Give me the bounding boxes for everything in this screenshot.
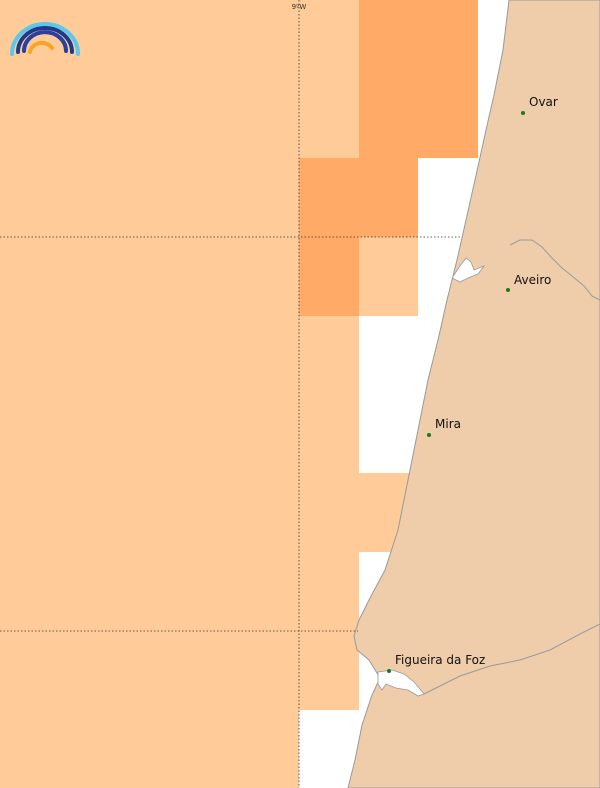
city-dot: [506, 288, 510, 292]
graticule: [0, 0, 460, 788]
city-label: Aveiro: [514, 273, 551, 287]
city-label: Mira: [435, 417, 461, 431]
river-vouga: [509, 239, 600, 301]
city-label: Figueira da Foz: [395, 653, 485, 667]
zone-cell-light: [359, 237, 418, 316]
city-dot: [387, 669, 391, 673]
city-layer: Ovar Aveiro Mira Figueira da Foz: [387, 95, 558, 673]
rainbow-arcs-logo-icon: [10, 22, 80, 56]
zone-layer: [0, 0, 478, 788]
city-dot: [427, 433, 431, 437]
zone-cell-dark: [299, 158, 418, 237]
meridian-label: 9ºW: [292, 3, 307, 11]
estuary-water: [377, 669, 425, 697]
zone-cell-dark: [359, 0, 478, 158]
zone-cell-light: [299, 0, 359, 710]
river-mondego: [423, 623, 600, 695]
city-dot: [521, 111, 525, 115]
lagoon-water: [451, 257, 486, 283]
city-label: Ovar: [529, 95, 558, 109]
land-area: [347, 0, 600, 788]
zone-cell-light: [0, 0, 299, 788]
zone-cell-dark: [299, 237, 359, 316]
